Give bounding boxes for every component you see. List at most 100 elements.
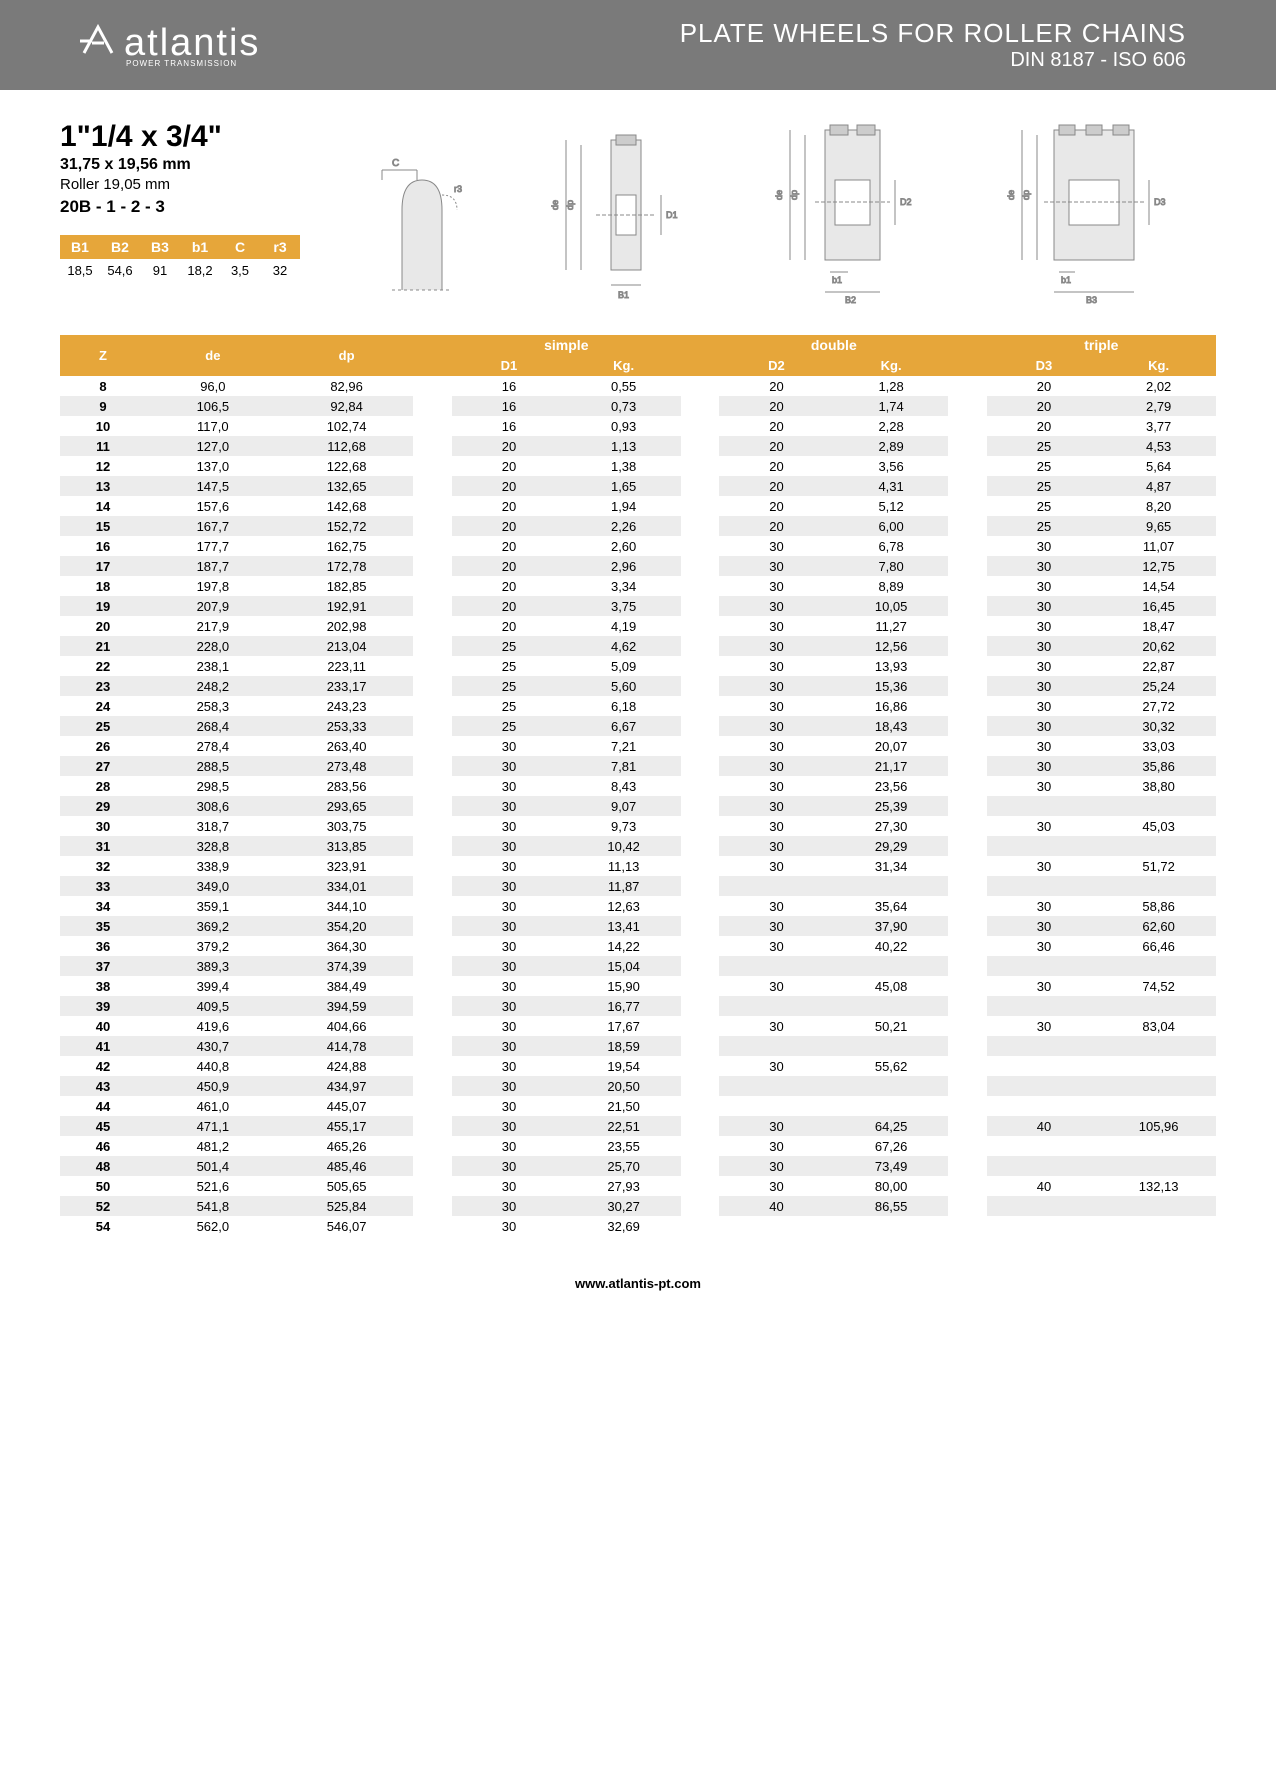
cell: 40 <box>60 1016 146 1036</box>
cell: 74,52 <box>1101 976 1216 996</box>
cell <box>681 916 719 936</box>
mini-v-4: 3,5 <box>220 263 260 278</box>
cell: 27,93 <box>566 1176 681 1196</box>
cell: 223,11 <box>280 656 414 676</box>
cell: 414,78 <box>280 1036 414 1056</box>
cell: 30 <box>452 816 567 836</box>
cell <box>681 1036 719 1056</box>
cell <box>719 956 834 976</box>
cell: 13,41 <box>566 916 681 936</box>
cell <box>948 436 986 456</box>
svg-text:B2: B2 <box>845 295 856 305</box>
cell: 8,20 <box>1101 496 1216 516</box>
cell: 64,25 <box>834 1116 949 1136</box>
table-body: 896,082,96160,55201,28202,029106,592,841… <box>60 376 1216 1236</box>
tooth-diagram: C r3 <box>362 150 482 315</box>
cell <box>1101 1096 1216 1116</box>
svg-text:D1: D1 <box>666 210 678 220</box>
table-row: 43450,9434,973020,50 <box>60 1076 1216 1096</box>
cell: 16 <box>60 536 146 556</box>
cell: 3,34 <box>566 576 681 596</box>
cell: 283,56 <box>280 776 414 796</box>
table-row: 54562,0546,073032,69 <box>60 1216 1216 1236</box>
cell <box>834 1216 949 1236</box>
spec-block: 1"1/4 x 3/4" 31,75 x 19,56 mm Roller 19,… <box>60 120 300 315</box>
cell: 6,67 <box>566 716 681 736</box>
cell <box>681 436 719 456</box>
cell <box>681 556 719 576</box>
cell: 9,65 <box>1101 516 1216 536</box>
cell: 18,47 <box>1101 616 1216 636</box>
cell: 48 <box>60 1156 146 1176</box>
cell <box>413 436 451 456</box>
cell <box>948 856 986 876</box>
cell: 31,34 <box>834 856 949 876</box>
cell: 18 <box>60 576 146 596</box>
cell: 465,26 <box>280 1136 414 1156</box>
cell <box>413 696 451 716</box>
mini-h-b1: B1 <box>60 239 100 255</box>
cell <box>681 996 719 1016</box>
cell: 2,89 <box>834 436 949 456</box>
cell: 25 <box>987 516 1102 536</box>
cell: 40 <box>987 1116 1102 1136</box>
cell: 16,77 <box>566 996 681 1016</box>
data-table: Z de dp simple double triple D1 Kg. D2 K… <box>60 335 1216 1236</box>
cell: 228,0 <box>146 636 280 656</box>
cell: 17,67 <box>566 1016 681 1036</box>
cell: 10 <box>60 416 146 436</box>
cell: 30 <box>452 956 567 976</box>
cell <box>987 1136 1102 1156</box>
cell: 30 <box>452 836 567 856</box>
svg-text:D2: D2 <box>900 197 912 207</box>
table-row: 21228,0213,04254,623012,563020,62 <box>60 636 1216 656</box>
cell: 32 <box>60 856 146 876</box>
cell: 394,59 <box>280 996 414 1016</box>
cell: 30 <box>452 756 567 776</box>
cell <box>681 516 719 536</box>
cell: 5,60 <box>566 676 681 696</box>
svg-text:dp: dp <box>789 190 799 200</box>
cell <box>413 1016 451 1036</box>
cell: 30 <box>452 996 567 1016</box>
cell <box>948 1016 986 1036</box>
cell <box>681 856 719 876</box>
cell: 20 <box>452 456 567 476</box>
cell: 82,96 <box>280 376 414 396</box>
cell: 2,79 <box>1101 396 1216 416</box>
cell: 14,54 <box>1101 576 1216 596</box>
cell: 20 <box>452 596 567 616</box>
simple-diagram: de dp D1 B1 <box>546 130 706 315</box>
cell: 434,97 <box>280 1076 414 1096</box>
cell: 3,56 <box>834 456 949 476</box>
cell: 122,68 <box>280 456 414 476</box>
cell: 30 <box>719 656 834 676</box>
cell: 213,04 <box>280 636 414 656</box>
cell <box>681 796 719 816</box>
table-row: 18197,8182,85203,34308,893014,54 <box>60 576 1216 596</box>
cell: 30 <box>719 756 834 776</box>
cell: 30 <box>987 676 1102 696</box>
table-row: 14157,6142,68201,94205,12258,20 <box>60 496 1216 516</box>
cell: 8,89 <box>834 576 949 596</box>
cell <box>987 1036 1102 1056</box>
cell: 263,40 <box>280 736 414 756</box>
cell: 44 <box>60 1096 146 1116</box>
cell: 30 <box>719 596 834 616</box>
cell <box>413 1036 451 1056</box>
table-row: 15167,7152,72202,26206,00259,65 <box>60 516 1216 536</box>
cell <box>987 1196 1102 1216</box>
svg-text:B3: B3 <box>1086 295 1097 305</box>
svg-text:dp: dp <box>565 200 575 210</box>
table-row: 44461,0445,073021,50 <box>60 1096 1216 1116</box>
cell: 30 <box>452 856 567 876</box>
top-section: 1"1/4 x 3/4" 31,75 x 19,56 mm Roller 19,… <box>60 120 1216 315</box>
cell: 238,1 <box>146 656 280 676</box>
cell: 58,86 <box>1101 896 1216 916</box>
cell: 31 <box>60 836 146 856</box>
cell <box>681 936 719 956</box>
cell <box>413 1076 451 1096</box>
svg-text:b1: b1 <box>832 275 842 285</box>
table-row: 896,082,96160,55201,28202,02 <box>60 376 1216 396</box>
cell: 233,17 <box>280 676 414 696</box>
